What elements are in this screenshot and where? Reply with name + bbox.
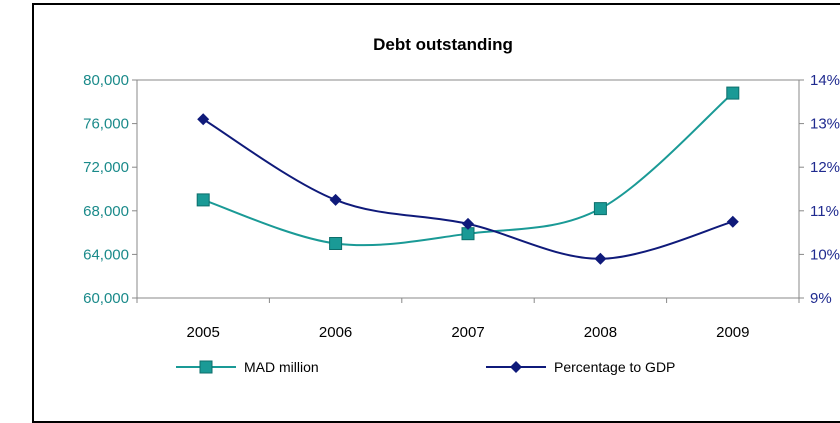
legend-marker bbox=[199, 360, 213, 374]
y-right-tick-label: 10% bbox=[810, 246, 840, 263]
x-tick-label: 2007 bbox=[451, 324, 484, 341]
legend-item-percentage-to-gdp: Percentage to GDP bbox=[486, 359, 675, 375]
data-point-percentage-to-gdp bbox=[462, 217, 474, 230]
y-right-tick-label: 12% bbox=[810, 159, 840, 176]
plot-area bbox=[136, 79, 800, 299]
data-point-mad-million bbox=[593, 202, 607, 216]
data-point-percentage-to-gdp bbox=[329, 193, 342, 206]
x-tick-label: 2005 bbox=[187, 324, 220, 341]
x-tick-label: 2006 bbox=[319, 324, 352, 341]
data-point-percentage-to-gdp bbox=[594, 252, 607, 265]
x-tick-label: 2009 bbox=[716, 324, 749, 341]
x-tick-label: 2008 bbox=[584, 324, 617, 341]
data-point-mad-million bbox=[196, 193, 210, 207]
y-left-tick-label: 64,000 bbox=[83, 246, 129, 263]
legend-label: Percentage to GDP bbox=[554, 359, 675, 375]
data-point-percentage-to-gdp bbox=[197, 113, 210, 126]
y-left-tick-label: 68,000 bbox=[83, 203, 129, 220]
data-point-mad-million bbox=[329, 237, 343, 250]
legend-item-mad-million: MAD million bbox=[176, 359, 319, 375]
y-right-tick-label: 13% bbox=[810, 116, 840, 133]
debt-chart: Debt outstanding 60,000 64,000 68,000 72,00… bbox=[83, 35, 840, 375]
y-left-tick-label: 72,000 bbox=[83, 159, 129, 176]
y-right-tick-label: 9% bbox=[810, 290, 832, 307]
legend-marker bbox=[510, 361, 522, 373]
y-left-tick-label: 80,000 bbox=[83, 72, 129, 89]
data-point-mad-million bbox=[726, 86, 740, 100]
legend-label: MAD million bbox=[244, 359, 319, 375]
y-right-tick-label: 14% bbox=[810, 72, 840, 89]
y-left-tick-label: 76,000 bbox=[83, 116, 129, 133]
y-right-tick-label: 11% bbox=[810, 203, 839, 220]
data-point-percentage-to-gdp bbox=[726, 215, 739, 228]
chart-title: Debt outstanding bbox=[373, 35, 513, 54]
y-left-tick-label: 60,000 bbox=[83, 290, 129, 307]
